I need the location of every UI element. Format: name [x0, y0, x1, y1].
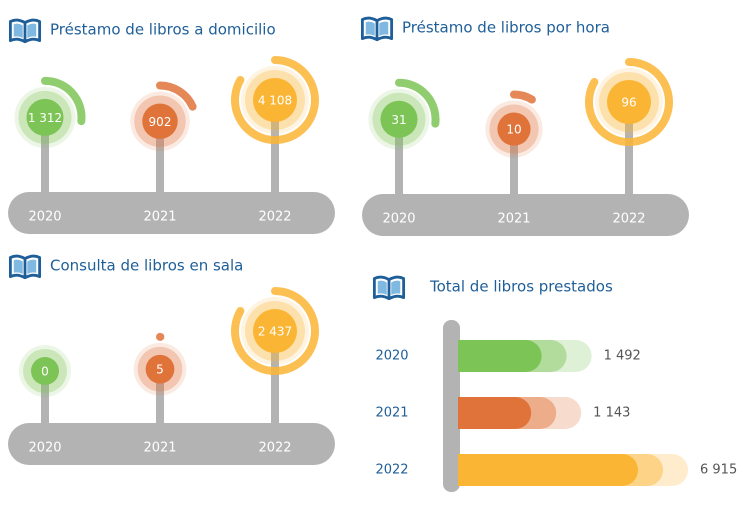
- x-tick-label: 2020: [382, 212, 415, 227]
- axis-bar: [443, 320, 460, 492]
- chart-title: Préstamo de libros a domicilio: [50, 21, 276, 39]
- timeline: 1 312 2020 902 2021 4 108 2022: [8, 56, 335, 234]
- timeline-bar: [362, 194, 689, 236]
- y-tick-label: 2022: [375, 463, 408, 478]
- y-tick-label: 2020: [375, 349, 408, 364]
- bar-base: [458, 454, 474, 486]
- x-tick-label: 2020: [28, 441, 61, 456]
- stem: [395, 119, 403, 202]
- book-icon: [360, 16, 394, 42]
- value-label: 1 492: [604, 349, 641, 364]
- stem: [156, 121, 164, 200]
- value-label: 2 437: [258, 325, 292, 339]
- stem: [271, 331, 279, 431]
- bar: [458, 454, 638, 486]
- x-tick-label: 2020: [28, 210, 61, 225]
- value-arc: [510, 90, 536, 104]
- value-label: 6 915: [700, 463, 737, 478]
- x-tick-label: 2022: [258, 210, 291, 225]
- value-arc: [156, 81, 197, 111]
- timeline: 0 2020 5 2021 2 437 2022: [8, 287, 335, 465]
- book-icon: [8, 254, 42, 280]
- stem: [625, 102, 633, 202]
- value-label: 4 108: [258, 94, 292, 108]
- value-circle: [253, 309, 297, 353]
- value-circle: [31, 357, 59, 385]
- chart-title: Consulta de libros en sala: [50, 257, 243, 275]
- stem: [271, 100, 279, 200]
- value-arc: [231, 287, 319, 375]
- bar-base: [458, 340, 474, 372]
- timeline-bar: [8, 423, 335, 465]
- value-label: 1 143: [593, 406, 630, 421]
- value-label: 0: [41, 365, 49, 379]
- value-circle: [26, 98, 64, 136]
- value-circle: [497, 112, 531, 146]
- chart-title: Total de libros prestados: [429, 278, 613, 296]
- x-tick-label: 2021: [143, 210, 176, 225]
- book-icon: [372, 275, 406, 301]
- value-label: 902: [149, 115, 172, 129]
- x-tick-label: 2021: [497, 212, 530, 227]
- value-circle: [142, 103, 178, 140]
- y-tick-label: 2021: [375, 406, 408, 421]
- book-icon: [8, 18, 42, 44]
- stem: [41, 117, 49, 200]
- stem: [510, 129, 518, 202]
- bar: [458, 340, 542, 372]
- value-label: 96: [621, 96, 636, 110]
- value-circle: [145, 354, 175, 384]
- value-arc: [231, 56, 319, 144]
- value-circle: [607, 80, 651, 124]
- chart-title: Préstamo de libros por hora: [402, 19, 610, 37]
- timeline: 31 2020 10 2021 96 2022: [362, 58, 689, 236]
- value-arc: [395, 78, 440, 128]
- x-tick-label: 2022: [612, 212, 645, 227]
- value-arc: [585, 58, 673, 146]
- value-circle: [380, 100, 418, 138]
- bar-base: [458, 397, 474, 429]
- value-label: 31: [391, 113, 406, 127]
- timeline-bar: [8, 192, 335, 234]
- x-tick-label: 2021: [143, 441, 176, 456]
- value-arc: [41, 76, 86, 126]
- stem: [156, 369, 164, 431]
- value-label: 5: [156, 363, 164, 377]
- value-circle: [253, 78, 297, 122]
- bar: [458, 397, 532, 429]
- x-tick-label: 2022: [258, 441, 291, 456]
- value-label: 10: [506, 123, 521, 137]
- value-label: 1 312: [28, 111, 62, 125]
- stem: [41, 371, 49, 431]
